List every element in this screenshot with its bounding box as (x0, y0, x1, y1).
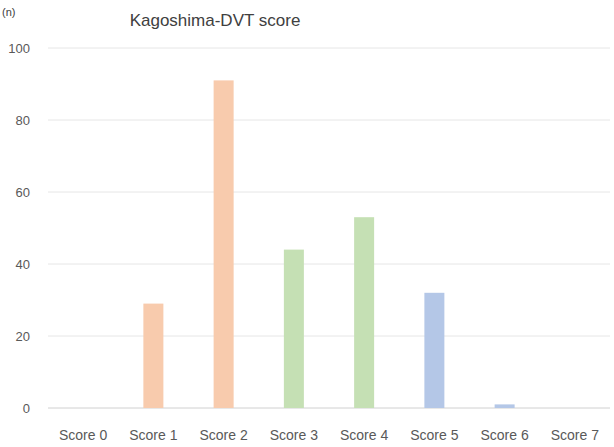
x-tick-label: Score 0 (59, 427, 107, 443)
bar (73, 408, 93, 409)
grid-line (48, 48, 610, 49)
x-tick-label: Score 3 (270, 427, 318, 443)
x-tick-label: Score 1 (129, 427, 177, 443)
bars (143, 80, 514, 408)
x-tick-label: Score 5 (410, 427, 458, 443)
grid-line (48, 120, 610, 121)
x-tick-label: Score 6 (481, 427, 529, 443)
bar (354, 217, 374, 408)
y-axis-label: (n) (2, 6, 15, 18)
x-tick-label: Score 7 (551, 427, 599, 443)
bar (424, 293, 444, 408)
title: Kagoshima-DVT score (130, 11, 301, 30)
bar (565, 408, 585, 409)
bar (284, 250, 304, 408)
grid-line (48, 336, 610, 337)
y-tick-label: 100 (8, 41, 30, 56)
y-tick-label: 20 (16, 329, 30, 344)
grid-line (48, 264, 610, 265)
x-tick-label: Score 4 (340, 427, 388, 443)
bar (214, 80, 234, 408)
y-tick-label: 40 (16, 257, 30, 272)
grid-line (48, 192, 610, 193)
bar (143, 304, 163, 408)
y-tick-label: 60 (16, 185, 30, 200)
grid-line (48, 408, 610, 409)
bar (495, 404, 515, 408)
chart-container: Kagoshima-DVT score (n) 0 20 40 60 80 100 Score … (0, 0, 614, 447)
chart-svg: Kagoshima-DVT score (n) 0 20 40 60 80 100 Score … (0, 0, 614, 447)
y-tick-label: 80 (16, 113, 30, 128)
y-tick-label: 0 (23, 401, 30, 416)
x-tick-label: Score 2 (200, 427, 248, 443)
